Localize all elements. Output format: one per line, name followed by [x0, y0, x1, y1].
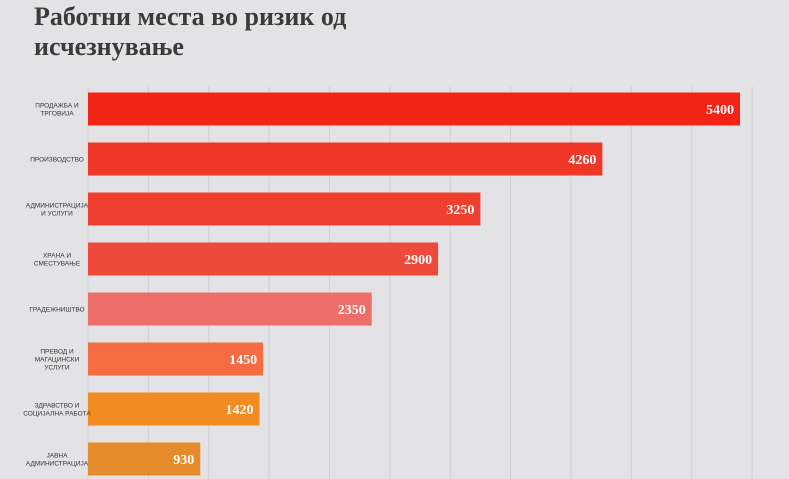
- category-label-line: СОЦИЈАЛНА РАБОТА: [23, 411, 91, 418]
- bar: [88, 292, 372, 326]
- value-label: 2900: [404, 253, 432, 268]
- category-label-line: ГРАДЕЖНИШТВО: [29, 307, 84, 314]
- category-label-line: ТРГОВИЈА: [40, 111, 74, 118]
- category-labels: ПРОДАЖБА И ТРГОВИЈА ПРОИЗВОДСТВО АДМИНИСТРА…: [23, 103, 91, 468]
- category-label: ПРОИЗВОДСТВО: [30, 157, 84, 164]
- value-label: 5400: [706, 103, 734, 118]
- chart-title: Работни места во ризик од исчезнување: [34, 2, 347, 61]
- category-label-line: ХРАНА И: [43, 253, 71, 260]
- value-label: 1420: [226, 403, 254, 418]
- value-label: 4260: [568, 153, 596, 168]
- bar: [88, 392, 260, 426]
- bar: [88, 142, 603, 176]
- category-label-line: МАГАЦИНСКИ: [35, 357, 80, 364]
- category-label-line: АДМИНИСТРАЦИЈА: [26, 461, 89, 468]
- value-label: 2350: [338, 303, 366, 318]
- category-label: ЈАВНА АДМИНИСТРАЦИЈА: [26, 453, 89, 468]
- bar: [88, 92, 740, 126]
- bar: [88, 242, 439, 276]
- category-label-line: ПРЕВОД И: [40, 349, 74, 356]
- category-label-line: ЈАВНА: [47, 453, 69, 460]
- category-label-line: И УСЛУГИ: [41, 211, 73, 218]
- value-label: 3250: [446, 203, 474, 218]
- bars-group: [88, 92, 740, 476]
- category-label-line: ЗДРАВСТВО И: [35, 403, 80, 410]
- category-label: ГРАДЕЖНИШТВО: [29, 307, 84, 314]
- category-label-line: ПРОИЗВОДСТВО: [30, 157, 84, 164]
- category-label-line: АДМИНИСТРАЦИЈА: [26, 203, 89, 210]
- category-label: ЗДРАВСТВО И СОЦИЈАЛНА РАБОТА: [23, 403, 91, 418]
- category-label-line: ПРОДАЖБА И: [35, 103, 79, 110]
- category-label: ПРЕВОД И МАГАЦИНСКИ УСЛУГИ: [35, 349, 80, 372]
- value-labels: 5400 4260 3250 2900 2350 1450 1420 930: [173, 103, 734, 468]
- category-label: АДМИНИСТРАЦИЈА И УСЛУГИ: [26, 203, 89, 218]
- bar: [88, 342, 264, 376]
- category-label-line: СМЕСТУВАЊЕ: [34, 261, 81, 268]
- bar: [88, 442, 201, 476]
- category-label: ХРАНА И СМЕСТУВАЊЕ: [34, 253, 81, 268]
- value-label: 930: [173, 453, 194, 468]
- bar: [88, 192, 481, 226]
- category-label: ПРОДАЖБА И ТРГОВИЈА: [35, 103, 79, 118]
- category-label-line: УСЛУГИ: [44, 365, 70, 372]
- value-label: 1450: [229, 353, 257, 368]
